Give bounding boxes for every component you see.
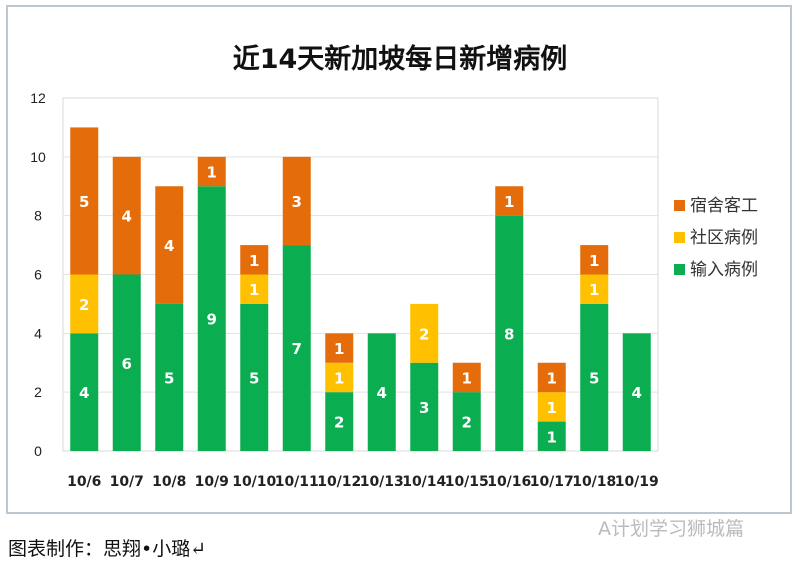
bar-segment (537, 421, 566, 451)
bar-segment (325, 333, 354, 363)
legend-label: 宿舍客工 (690, 196, 758, 216)
data-label: 5 (79, 193, 89, 211)
data-label: 9 (207, 311, 217, 329)
bar-segment (155, 186, 184, 304)
y-tick-label: 4 (34, 325, 42, 341)
data-label: 1 (589, 252, 599, 270)
x-tick-label: 10/6 (67, 474, 101, 490)
data-label: 1 (547, 369, 557, 387)
legend-swatch (674, 232, 685, 243)
bar-segment (410, 303, 439, 363)
bar-segment (452, 392, 481, 451)
y-tick-label: 0 (34, 443, 42, 459)
data-label: 1 (207, 164, 217, 182)
plot-area (62, 97, 659, 452)
data-label: 4 (122, 208, 132, 226)
data-label: 5 (249, 369, 259, 387)
bar-segment (240, 274, 269, 304)
bar-segment (112, 274, 141, 451)
data-label: 4 (79, 384, 89, 402)
data-label: 2 (462, 414, 472, 432)
data-label: 6 (122, 355, 132, 373)
bar-segment (112, 156, 141, 275)
x-tick-label: 10/11 (275, 474, 319, 490)
bar-segment (580, 303, 609, 451)
chart-frame (6, 5, 792, 514)
data-label: 1 (334, 369, 344, 387)
legend-label: 输入病例 (690, 260, 758, 280)
y-tick-label: 6 (34, 267, 42, 283)
legend-label: 社区病例 (690, 228, 758, 248)
data-label: 3 (419, 399, 429, 417)
x-tick-label: 10/17 (530, 474, 574, 490)
x-tick-label: 10/14 (402, 474, 446, 490)
data-label: 5 (589, 369, 599, 387)
data-label: 1 (547, 399, 557, 417)
data-label: 5 (164, 369, 174, 387)
data-label: 8 (504, 325, 514, 343)
x-tick-label: 10/15 (445, 474, 489, 490)
chart-title: 近14天新加坡每日新增病例 (233, 43, 568, 75)
bar-segment (282, 245, 311, 451)
data-label: 1 (504, 193, 514, 211)
credit-text: 图表制作：思翔•小璐↵ (8, 538, 207, 560)
data-label: 2 (79, 296, 89, 314)
data-label: 1 (249, 281, 259, 299)
bar-segment (325, 392, 354, 451)
bar-segment (70, 333, 99, 451)
bar-segment (537, 362, 566, 393)
x-tick-label: 10/12 (317, 474, 361, 490)
x-tick-label: 10/19 (615, 474, 659, 490)
y-tick-label: 12 (30, 90, 46, 106)
bar-segment (495, 186, 524, 216)
x-tick-label: 10/8 (152, 474, 186, 490)
x-tick-label: 10/13 (360, 474, 404, 490)
x-tick-label: 10/10 (232, 474, 276, 490)
x-tick-label: 10/18 (572, 474, 616, 490)
y-tick-label: 8 (34, 208, 42, 224)
data-label: 1 (547, 428, 557, 446)
watermark: A计划学习狮城篇 (598, 518, 744, 540)
bar-segment (155, 303, 184, 451)
bar-segment (325, 362, 354, 393)
y-tick-label: 2 (34, 384, 42, 400)
data-label: 4 (164, 237, 174, 255)
bar-segment (240, 303, 269, 451)
data-label: 1 (334, 340, 344, 358)
data-label: 2 (334, 414, 344, 432)
data-label: 1 (249, 252, 259, 270)
bar-segment (452, 362, 481, 393)
bar-segment (622, 333, 651, 451)
legend-swatch (674, 264, 685, 275)
bar-segment (495, 215, 524, 451)
bar-segment (580, 274, 609, 304)
data-label: 7 (292, 340, 302, 358)
x-tick-label: 10/9 (195, 474, 229, 490)
bar-segment (240, 245, 269, 275)
x-tick-label: 10/7 (110, 474, 144, 490)
data-label: 4 (377, 384, 387, 402)
bar-segment (70, 274, 99, 334)
data-label: 1 (462, 369, 472, 387)
data-label: 3 (292, 193, 302, 211)
bar-segment (410, 362, 439, 451)
bar-segment (537, 392, 566, 422)
data-label: 4 (632, 384, 642, 402)
bar-segment (282, 156, 311, 246)
y-tick-label: 10 (30, 149, 46, 165)
legend-swatch (674, 200, 685, 211)
x-tick-label: 10/16 (487, 474, 531, 490)
bar-segment (367, 333, 396, 451)
bar-segment (197, 156, 226, 187)
data-label: 2 (419, 325, 429, 343)
bar-segment (197, 186, 226, 451)
data-label: 1 (589, 281, 599, 299)
bar-segment (70, 127, 99, 275)
bar-segment (580, 245, 609, 275)
